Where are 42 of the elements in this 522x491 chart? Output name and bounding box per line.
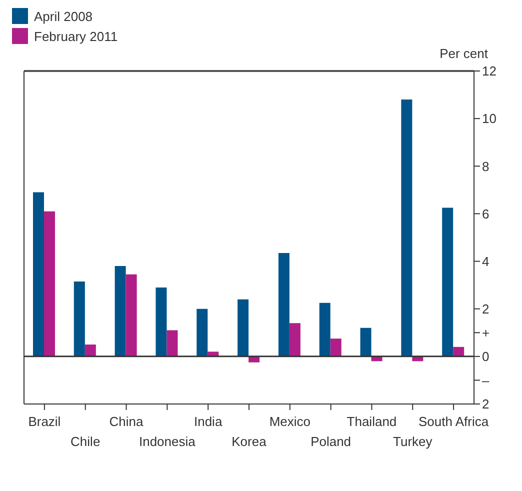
y-tick-label: 6 <box>482 206 490 222</box>
bar <box>74 282 85 356</box>
legend-label: April 2008 <box>34 8 93 24</box>
x-tick-label: South Africa <box>418 414 490 429</box>
bar <box>33 192 44 356</box>
bar <box>401 100 412 356</box>
x-tick-label: Indonesia <box>138 434 196 449</box>
x-tick-label: Poland <box>310 434 352 449</box>
x-tick-label: Turkey <box>393 434 433 449</box>
legend-label: February 2011 <box>34 28 118 44</box>
y-axis-title: Per cent <box>440 46 488 61</box>
y-tick-label: 12 <box>482 64 496 79</box>
bar <box>84 344 96 356</box>
bar <box>248 356 260 362</box>
bar <box>238 299 249 356</box>
x-tick-label: Thailand <box>346 414 397 429</box>
y-tick-label: 10 <box>482 111 496 126</box>
x-tick-label: Chile <box>70 434 100 449</box>
bar <box>196 308 208 356</box>
y-tick-label: 0 <box>482 349 490 364</box>
y-tick-label: – <box>482 372 490 388</box>
y-tick-label: 4 <box>482 254 490 269</box>
x-tick-label: Brazil <box>28 414 61 429</box>
x-tick-label: India <box>194 414 223 429</box>
bar <box>114 266 126 356</box>
bar <box>166 330 178 356</box>
bar <box>44 211 55 356</box>
x-tick-label: Mexico <box>269 414 311 429</box>
x-tick-label: China <box>109 414 144 429</box>
y-tick-label: 2 <box>482 301 490 316</box>
bar <box>289 323 300 356</box>
bar <box>330 338 342 356</box>
x-tick-label: Korea <box>232 434 268 449</box>
y-tick-label: 2 <box>482 396 490 412</box>
bar <box>319 302 330 356</box>
y-tick-label: + <box>482 325 490 340</box>
bar <box>442 208 454 356</box>
bar <box>156 287 167 356</box>
bar <box>360 328 372 356</box>
y-tick-label: 8 <box>482 158 490 174</box>
bar <box>126 274 137 356</box>
bar <box>278 252 290 356</box>
